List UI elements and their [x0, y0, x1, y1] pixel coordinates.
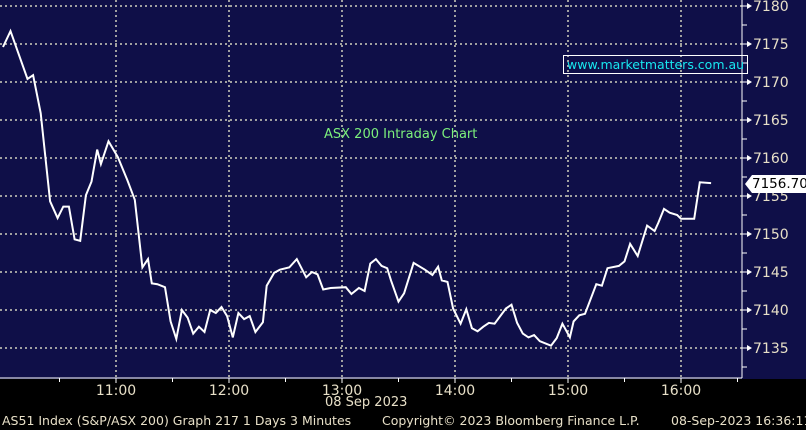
footer-timestamp: 08-Sep-2023 16:36:11: [671, 413, 806, 428]
grid: [0, 0, 742, 378]
y-tick-arrow: [747, 79, 752, 85]
y-tick-label: 7155: [753, 189, 789, 205]
y-tick-arrow: [747, 231, 752, 237]
x-tick-label: 16:00: [661, 383, 701, 399]
y-tick-label: 7160: [753, 151, 789, 167]
y-tick-label: 7170: [753, 75, 789, 91]
y-tick-label: 7175: [753, 37, 789, 53]
watermark-link: www.marketmatters.com.au: [563, 55, 749, 74]
price-series-line: [2, 28, 712, 347]
y-tick-arrow: [747, 155, 752, 161]
axes: 7135 7140 7145 7150 7155 7160 7165 7170 7175 7180…: [0, 0, 789, 399]
x-tick-label: 11:00: [96, 383, 136, 399]
y-tick-arrow: [747, 345, 752, 351]
y-tick-arrow: [747, 3, 752, 9]
x-axis-date-label: 08 Sep 2023: [325, 395, 408, 410]
y-tick-label: 7165: [753, 113, 789, 129]
y-tick-arrow: [747, 269, 752, 275]
last-price-tag: 7156.700: [745, 175, 806, 193]
y-tick-arrow: [747, 307, 752, 313]
footer-copyright: Copyright© 2023 Bloomberg Finance L.P.: [382, 413, 640, 428]
y-tick-label: 7180: [753, 0, 789, 15]
chart-annotation: ASX 200 Intraday Chart: [324, 127, 478, 142]
y-tick-label: 7150: [753, 227, 789, 243]
y-tick-label: 7145: [753, 265, 789, 281]
x-tick-label: 15:00: [548, 383, 588, 399]
x-tick-label: 13:00: [322, 383, 362, 399]
x-tick-label: 12:00: [209, 383, 249, 399]
y-tick-label: 7135: [753, 341, 789, 357]
y-tick-arrow: [747, 117, 752, 123]
x-tick-label: 14:00: [435, 383, 475, 399]
y-tick-arrow: [747, 41, 752, 47]
y-tick-label: 7140: [753, 303, 789, 319]
y-tick-arrow: [747, 193, 752, 199]
plot-background: [0, 0, 806, 379]
footer-security-info: AS51 Index (S&P/ASX 200) Graph 217 1 Day…: [2, 413, 352, 428]
